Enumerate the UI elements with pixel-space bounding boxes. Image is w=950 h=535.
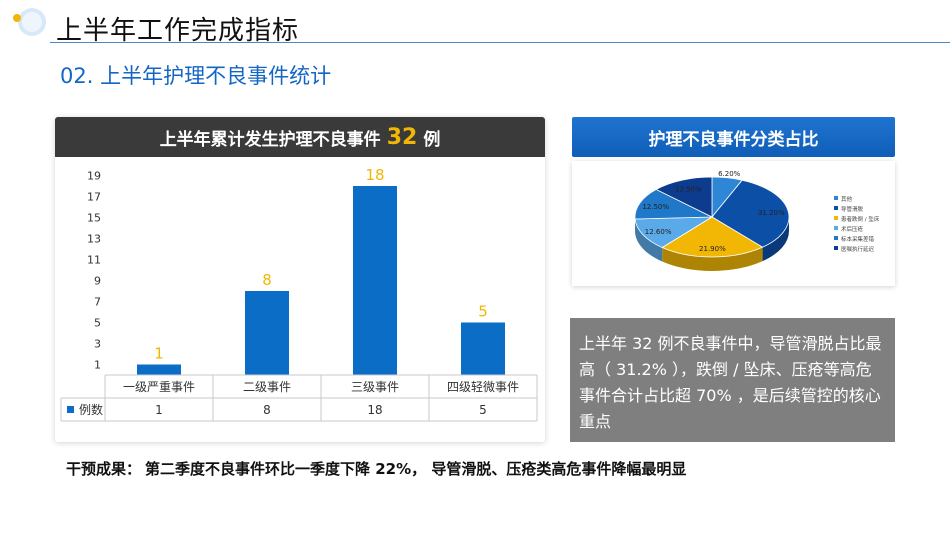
table-cell-value: 8 (263, 403, 271, 417)
pie-legend-swatch (834, 226, 838, 230)
y-tick-label: 15 (87, 212, 101, 225)
pie-legend-label: 医嘱执行延迟 (841, 245, 875, 253)
result-text: 第二季度不良事件环比一季度下降 22%， 导管滑脱、压疮类高危事件降幅最明显 (145, 460, 687, 478)
bar-title-prefix: 上半年累计发生护理不良事件 (159, 129, 381, 150)
pie-slice-6 (655, 176, 713, 218)
x-category-label: 二级事件 (243, 380, 291, 394)
pie-value-label: 12.60% (645, 228, 672, 236)
bar-value-label: 1 (154, 345, 164, 363)
bar-value-label: 5 (478, 303, 488, 321)
bar-2 (245, 291, 289, 375)
pie-legend-label: 其他 (841, 195, 853, 203)
pie-legend-swatch (834, 206, 838, 210)
pie-slice-side (762, 217, 789, 262)
y-tick-label: 7 (94, 296, 101, 309)
y-tick-label: 1 (94, 359, 101, 372)
pie-legend-label: 标本采集差错 (841, 235, 875, 243)
pie-chart-header: 护理不良事件分类占比 (572, 117, 895, 157)
bar-chart: 13579111315171918185一级严重事件1二级事件8三级事件18四级… (60, 166, 538, 422)
pie-chart-card: 6.20% 31.20% 21.90% 12.60% 12.50% 12.50% 其他导管滑… (572, 161, 895, 286)
table-cell-value: 18 (367, 403, 382, 417)
pie-value-label: 12.50% (675, 185, 702, 193)
intervention-result: 干预成果： 第二季度不良事件环比一季度下降 22%， 导管滑脱、压疮类高危事件降幅… (66, 458, 686, 479)
logo-icon (13, 8, 46, 36)
page-title: 上半年工作完成指标 (56, 16, 300, 46)
y-tick-label: 11 (87, 254, 101, 267)
y-tick-label: 17 (87, 191, 101, 204)
pie-slice-3 (661, 216, 764, 258)
section-subtitle: 02. 上半年护理不良事件统计 (60, 64, 332, 88)
table-cell-value: 5 (479, 403, 487, 417)
pie-slice-side (662, 247, 763, 271)
table-cell-value: 1 (155, 403, 163, 417)
title-divider (50, 42, 950, 43)
bar-title-suffix: 例 (423, 129, 441, 150)
x-category-label: 一级严重事件 (123, 380, 195, 394)
pie-slice-4 (634, 216, 714, 248)
x-category-label: 三级事件 (351, 380, 399, 394)
y-tick-label: 9 (94, 275, 101, 288)
bar-4 (461, 322, 505, 375)
pie-legend-label: 患者跌倒 / 坠床 (841, 215, 880, 223)
summary-note: 上半年 32 例不良事件中，导管滑脱占比最高（ 31.2% ），跌倒 / 坠床、… (570, 318, 895, 442)
bar-chart-card: 上半年累计发生护理不良事件 32 例 1 3 5 7 9 11 13 15 17 19 1 8 18 5 一… (55, 117, 545, 442)
bar-1 (137, 364, 181, 375)
pie-value-label: 31.20% (758, 209, 785, 217)
y-tick-label: 13 (87, 233, 101, 246)
x-category-label: 四级轻微事件 (447, 380, 519, 394)
bar-title-number: 32 (386, 124, 418, 150)
pie-value-label: 6.20% (718, 170, 741, 178)
pie-value-label: 21.90% (699, 245, 726, 253)
result-label: 干预成果： (66, 460, 142, 478)
pie-slice-2 (711, 179, 790, 248)
bar-chart-header: 上半年累计发生护理不良事件 32 例 (55, 117, 545, 157)
y-tick-label: 19 (87, 170, 101, 183)
pie-legend-label: 术后压疮 (841, 225, 864, 233)
legend-series-name: 例数 (79, 402, 103, 417)
pie-slice-5 (634, 188, 713, 220)
bar-3 (353, 186, 397, 375)
pie-legend-swatch (834, 216, 838, 220)
pie-legend-swatch (834, 246, 838, 250)
y-tick-label: 5 (94, 317, 101, 330)
pie-legend-label: 导管滑脱 (841, 205, 864, 213)
pie-value-label: 12.50% (642, 203, 669, 211)
legend-swatch (67, 406, 74, 413)
pie-chart: 6.20% 31.20% 21.90% 12.60% 12.50% 12.50% 其他导管滑… (634, 170, 880, 271)
pie-legend-swatch (834, 236, 838, 240)
y-tick-label: 3 (94, 338, 101, 351)
bar-value-label: 18 (365, 166, 384, 184)
pie-legend-swatch (834, 196, 838, 200)
bar-value-label: 8 (262, 271, 272, 289)
